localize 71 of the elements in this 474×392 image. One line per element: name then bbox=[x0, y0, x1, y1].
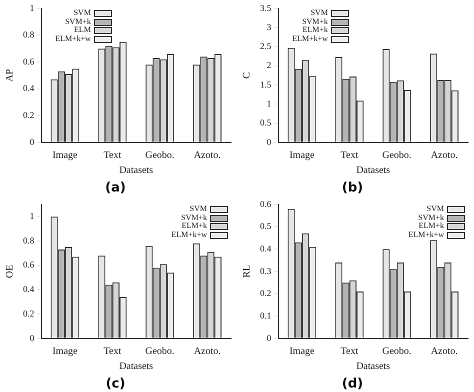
x-tick-label: Azoto. bbox=[194, 150, 221, 162]
y-tick-label: 0.5 bbox=[260, 221, 272, 232]
x-tick-label: Azoto. bbox=[430, 346, 458, 358]
y-tick-label: 2.5 bbox=[260, 41, 272, 52]
y-tick-label: 0 bbox=[30, 332, 35, 343]
y-tick-label: 0.4 bbox=[23, 83, 35, 94]
x-tick-label: Text bbox=[340, 150, 358, 162]
y-tick-label: 0.1 bbox=[260, 310, 272, 320]
y-axis-title: AP bbox=[4, 68, 16, 82]
y-tick-label: 0.2 bbox=[260, 288, 272, 298]
legend-label: ELM+k bbox=[182, 221, 207, 231]
y-tick-label: 3 bbox=[266, 22, 272, 32]
x-tick-label: Text bbox=[340, 346, 358, 358]
x-tick-label: Image bbox=[52, 346, 78, 358]
y-tick-label: 3.5 bbox=[260, 2, 272, 13]
y-tick-label: 0.6 bbox=[23, 56, 35, 66]
y-axis-title: RL bbox=[242, 265, 253, 278]
legend-label: SVM bbox=[310, 8, 328, 18]
legend-label: ELM+k+w bbox=[171, 230, 207, 240]
x-tick-label: Geobo. bbox=[382, 150, 412, 162]
y-tick-label: 0.8 bbox=[23, 30, 35, 40]
y-tick-label: 1 bbox=[30, 210, 34, 221]
y-tick-label: 0.4 bbox=[23, 284, 35, 294]
text: (d) bbox=[342, 376, 364, 392]
y-tick-label: 0.2 bbox=[23, 110, 34, 120]
text: (b) bbox=[342, 180, 364, 196]
legend-label: ELM+k+w bbox=[408, 230, 444, 240]
y-tick-label: 1 bbox=[266, 98, 272, 108]
legend-label: ELM+k bbox=[302, 25, 328, 35]
x-axis-title: Datasets bbox=[356, 361, 390, 372]
y-tick-label: 1.5 bbox=[260, 79, 272, 90]
legend-label: SVM+k bbox=[302, 16, 328, 26]
legend-label: SVM+k bbox=[181, 212, 207, 222]
x-tick-label: Image bbox=[52, 150, 78, 162]
legend-label: SVM+k bbox=[65, 16, 91, 26]
text: (a) bbox=[105, 180, 126, 196]
legend-label: SVM bbox=[190, 204, 207, 214]
x-tick-label: Image bbox=[289, 346, 316, 358]
legend-label: SVM+k bbox=[418, 212, 444, 222]
legend-label: SVM bbox=[426, 204, 444, 214]
y-tick-label: 0.5 bbox=[260, 118, 272, 128]
y-tick-label: 0 bbox=[266, 136, 272, 147]
x-axis-title: Datasets bbox=[119, 361, 154, 372]
y-tick-label: 1 bbox=[30, 2, 34, 13]
x-tick-label: Text bbox=[104, 150, 122, 162]
y-tick-label: 2 bbox=[266, 60, 272, 70]
legend-label: ELM bbox=[74, 25, 91, 35]
x-axis-title: Datasets bbox=[356, 165, 390, 176]
legend-label: ELM+k+w bbox=[292, 34, 328, 44]
legend-label: SVM bbox=[74, 8, 91, 18]
y-tick-label: 0 bbox=[30, 136, 35, 147]
y-axis-title: OE bbox=[4, 264, 16, 278]
x-axis-title: Datasets bbox=[119, 165, 154, 176]
x-tick-label: Geobo. bbox=[145, 150, 174, 162]
y-axis-title: C bbox=[242, 72, 253, 79]
y-tick-label: 0.6 bbox=[260, 198, 272, 209]
y-tick-label: 0.8 bbox=[23, 235, 35, 246]
x-tick-label: Geobo. bbox=[145, 346, 174, 358]
x-tick-label: Text bbox=[104, 346, 122, 358]
y-tick-label: 0.2 bbox=[23, 308, 34, 318]
x-tick-label: Image bbox=[289, 150, 316, 162]
y-tick-label: 0.3 bbox=[260, 266, 272, 276]
x-tick-label: Geobo. bbox=[382, 346, 412, 358]
y-tick-label: 0.6 bbox=[23, 260, 35, 270]
text: (c) bbox=[106, 376, 126, 392]
y-tick-label: 0 bbox=[266, 332, 272, 343]
x-tick-label: Azoto. bbox=[430, 150, 458, 162]
x-tick-label: Azoto. bbox=[194, 346, 221, 358]
y-tick-label: 0.4 bbox=[260, 243, 272, 254]
legend-label: ELM+k+w bbox=[55, 34, 91, 44]
legend-label: ELM+k bbox=[418, 221, 444, 231]
